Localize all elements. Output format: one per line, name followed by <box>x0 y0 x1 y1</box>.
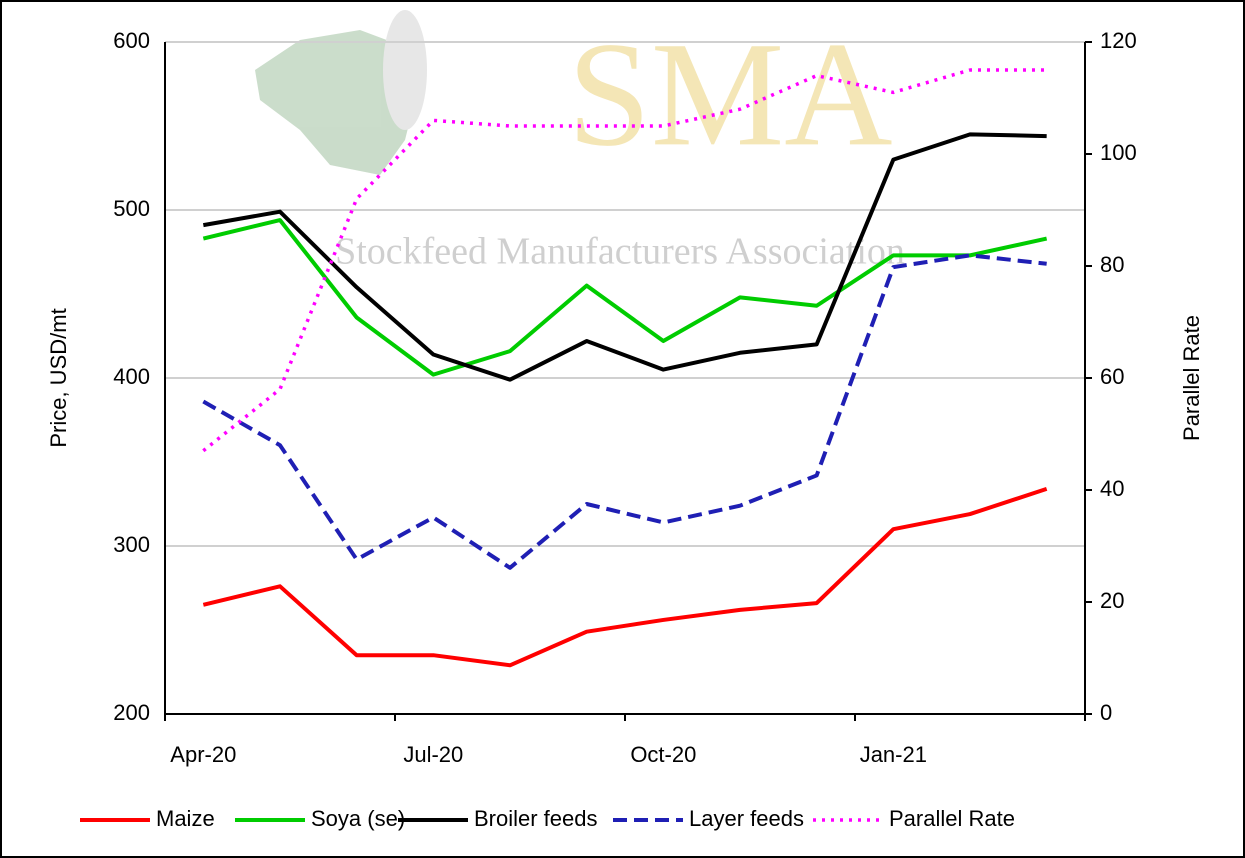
x-tick-label: Oct-20 <box>630 742 696 767</box>
series-line <box>202 253 1047 570</box>
watermark-corn <box>383 10 427 130</box>
legend-label: Layer feeds <box>689 806 804 831</box>
watermark: SMA Stockfeed Manufacturers Association <box>255 10 905 273</box>
y-tick-label: 600 <box>113 28 150 53</box>
watermark-text: Stockfeed Manufacturers Association <box>335 231 905 273</box>
y2-tick-label: 100 <box>1100 140 1137 165</box>
series-line <box>202 218 1048 377</box>
x-tick-label: Jan-21 <box>860 742 927 767</box>
y-tick-label: 500 <box>113 196 150 221</box>
y-axis-title: Price, USD/mt <box>46 308 71 447</box>
y2-tick-label: 40 <box>1100 476 1124 501</box>
series-line <box>202 486 1048 668</box>
y2-axis-title: Parallel Rate <box>1179 315 1204 441</box>
legend-label: Broiler feeds <box>474 806 598 831</box>
y-tick-label: 200 <box>113 700 150 725</box>
y2-tick-label: 120 <box>1100 28 1137 53</box>
y2-tick-label: 80 <box>1100 252 1124 277</box>
series-line <box>202 132 1047 382</box>
y2-tick-label: 60 <box>1100 364 1124 389</box>
y2-tick-label: 0 <box>1100 700 1112 725</box>
y-tick-label: 400 <box>113 364 150 389</box>
legend-label: Parallel Rate <box>889 806 1015 831</box>
y2-tick-label: 20 <box>1100 588 1124 613</box>
y-tick-label: 300 <box>113 532 150 557</box>
watermark-logo: SMA <box>567 11 892 177</box>
series-line <box>202 68 1047 453</box>
x-tick-label: Jul-20 <box>403 742 463 767</box>
watermark-map <box>255 30 420 175</box>
legend-label: Maize <box>156 806 215 831</box>
legend-label: Soya (se) <box>311 806 405 831</box>
x-tick-label: Apr-20 <box>170 742 236 767</box>
